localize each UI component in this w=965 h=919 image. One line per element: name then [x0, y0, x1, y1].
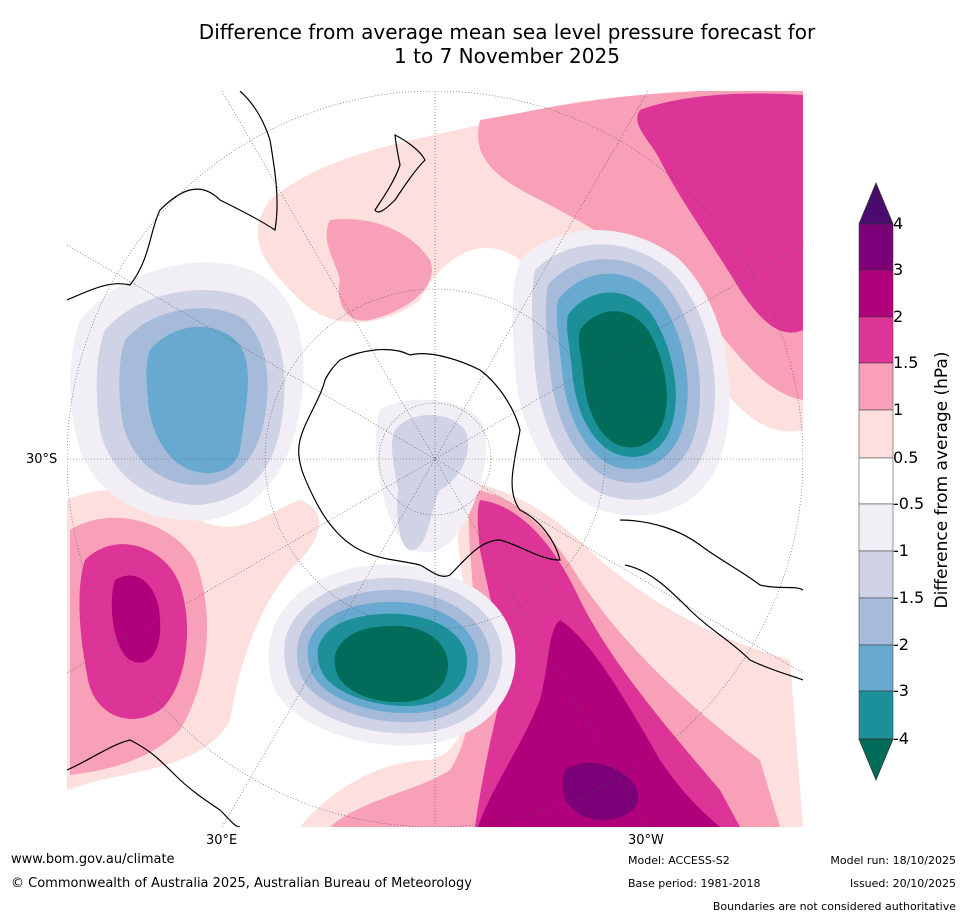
new-zealand-coast: [374, 133, 426, 213]
colorbar-seg-1.5-2: [858, 316, 894, 364]
south-america-coast: [619, 519, 803, 591]
coastlines: [67, 91, 803, 827]
pressure-anomaly-map: [67, 91, 803, 827]
colorbar-seg-m3-m2: [858, 644, 894, 692]
colorbar-tick-label: 0.5: [893, 448, 919, 467]
graticule: [67, 91, 803, 827]
footer-base-period: Base period: 1981-2018: [628, 877, 761, 890]
footer-model: Model: ACCESS-S2: [628, 854, 730, 867]
colorbar-tick-label: -0.5: [893, 494, 925, 513]
title-line-2: 1 to 7 November 2025: [394, 44, 620, 68]
colorbar-top-arrow: [858, 181, 894, 225]
colorbar-tick-label: -4: [893, 729, 909, 748]
colorbar-tick-label: 3: [893, 260, 904, 279]
colorbar-seg-3-4: [858, 223, 894, 271]
graticule-meridian-4: [67, 244, 803, 674]
colorbar-seg-m2-m1.5: [858, 597, 894, 646]
colorbar-tick-label: -1.5: [893, 588, 925, 607]
graticule-meridian-6: [221, 91, 649, 827]
anomaly-neg-4-south: [334, 625, 448, 703]
footer-issued: Issued: 20/10/2025: [849, 877, 956, 890]
anomaly-neg-4-east: [578, 311, 667, 448]
footer-disclaimer: Boundaries are not considered authoritat…: [712, 900, 956, 913]
australia-coast: [67, 91, 278, 301]
map-svg: [67, 91, 803, 827]
south-america-coast-2: [624, 564, 803, 681]
lat-label-30s: 30°S: [26, 452, 58, 467]
title-line-1: Difference from average mean sea level p…: [198, 20, 816, 44]
colorbar-tick-label: -3: [893, 681, 909, 700]
antarctica-coast: [298, 349, 561, 577]
africa-coast: [67, 739, 241, 827]
anomaly-pos-1.5-ne: [637, 93, 803, 333]
anomaly-neg-2-west: [146, 326, 248, 474]
colorbar-tick-label: -1: [893, 541, 909, 560]
map-title: Difference from average mean sea level p…: [0, 20, 965, 68]
colorbar-seg-m1.5-m1: [858, 550, 894, 599]
colorbar-seg-neutral: [858, 457, 894, 505]
lon-label-30w: 30°W: [628, 833, 664, 848]
colorbar-title: Difference from average (hPa): [932, 351, 952, 609]
anomaly-pos-2-southwest: [111, 575, 161, 663]
anomaly-pos-1-tasman: [326, 219, 432, 321]
colorbar-tick-label: 4: [893, 214, 904, 233]
colorbar-seg-2-3: [858, 269, 894, 318]
footer-copyright: © Commonwealth of Australia 2025, Austra…: [11, 876, 472, 891]
footer-url: www.bom.gov.au/climate: [11, 852, 175, 867]
colorbar-seg-m4-m3: [858, 690, 894, 740]
graticule-meridian-5: [221, 91, 649, 827]
footer-model-run: Model run: 18/10/2025: [830, 854, 956, 867]
colorbar-tick-label: 1: [893, 400, 904, 419]
colorbar-tick-label: -2: [893, 635, 909, 654]
colorbar-tick-label: 1.5: [893, 353, 919, 372]
graticule-meridian-3: [67, 244, 803, 674]
colorbar-seg-m1-m0.5: [858, 503, 894, 552]
colorbar-bottom-arrow: [858, 738, 894, 782]
colorbar-seg-1-1.5: [858, 362, 894, 411]
colorbar-tick-label: 2: [893, 307, 904, 326]
lon-label-30e: 30°E: [206, 833, 238, 848]
anomaly-pos-2-southeast: [478, 620, 720, 827]
anomaly-neg-1-antarctica: [391, 415, 469, 551]
colorbar-seg-0.5-1: [858, 409, 894, 459]
